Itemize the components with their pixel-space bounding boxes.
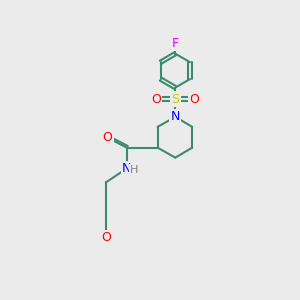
Text: O: O	[151, 93, 161, 106]
Text: F: F	[172, 37, 179, 50]
Text: O: O	[103, 131, 112, 144]
Text: O: O	[190, 93, 200, 106]
Text: O: O	[101, 231, 111, 244]
Text: N: N	[122, 162, 131, 175]
Text: H: H	[130, 165, 139, 175]
Text: S: S	[171, 93, 179, 106]
Text: N: N	[171, 110, 180, 123]
